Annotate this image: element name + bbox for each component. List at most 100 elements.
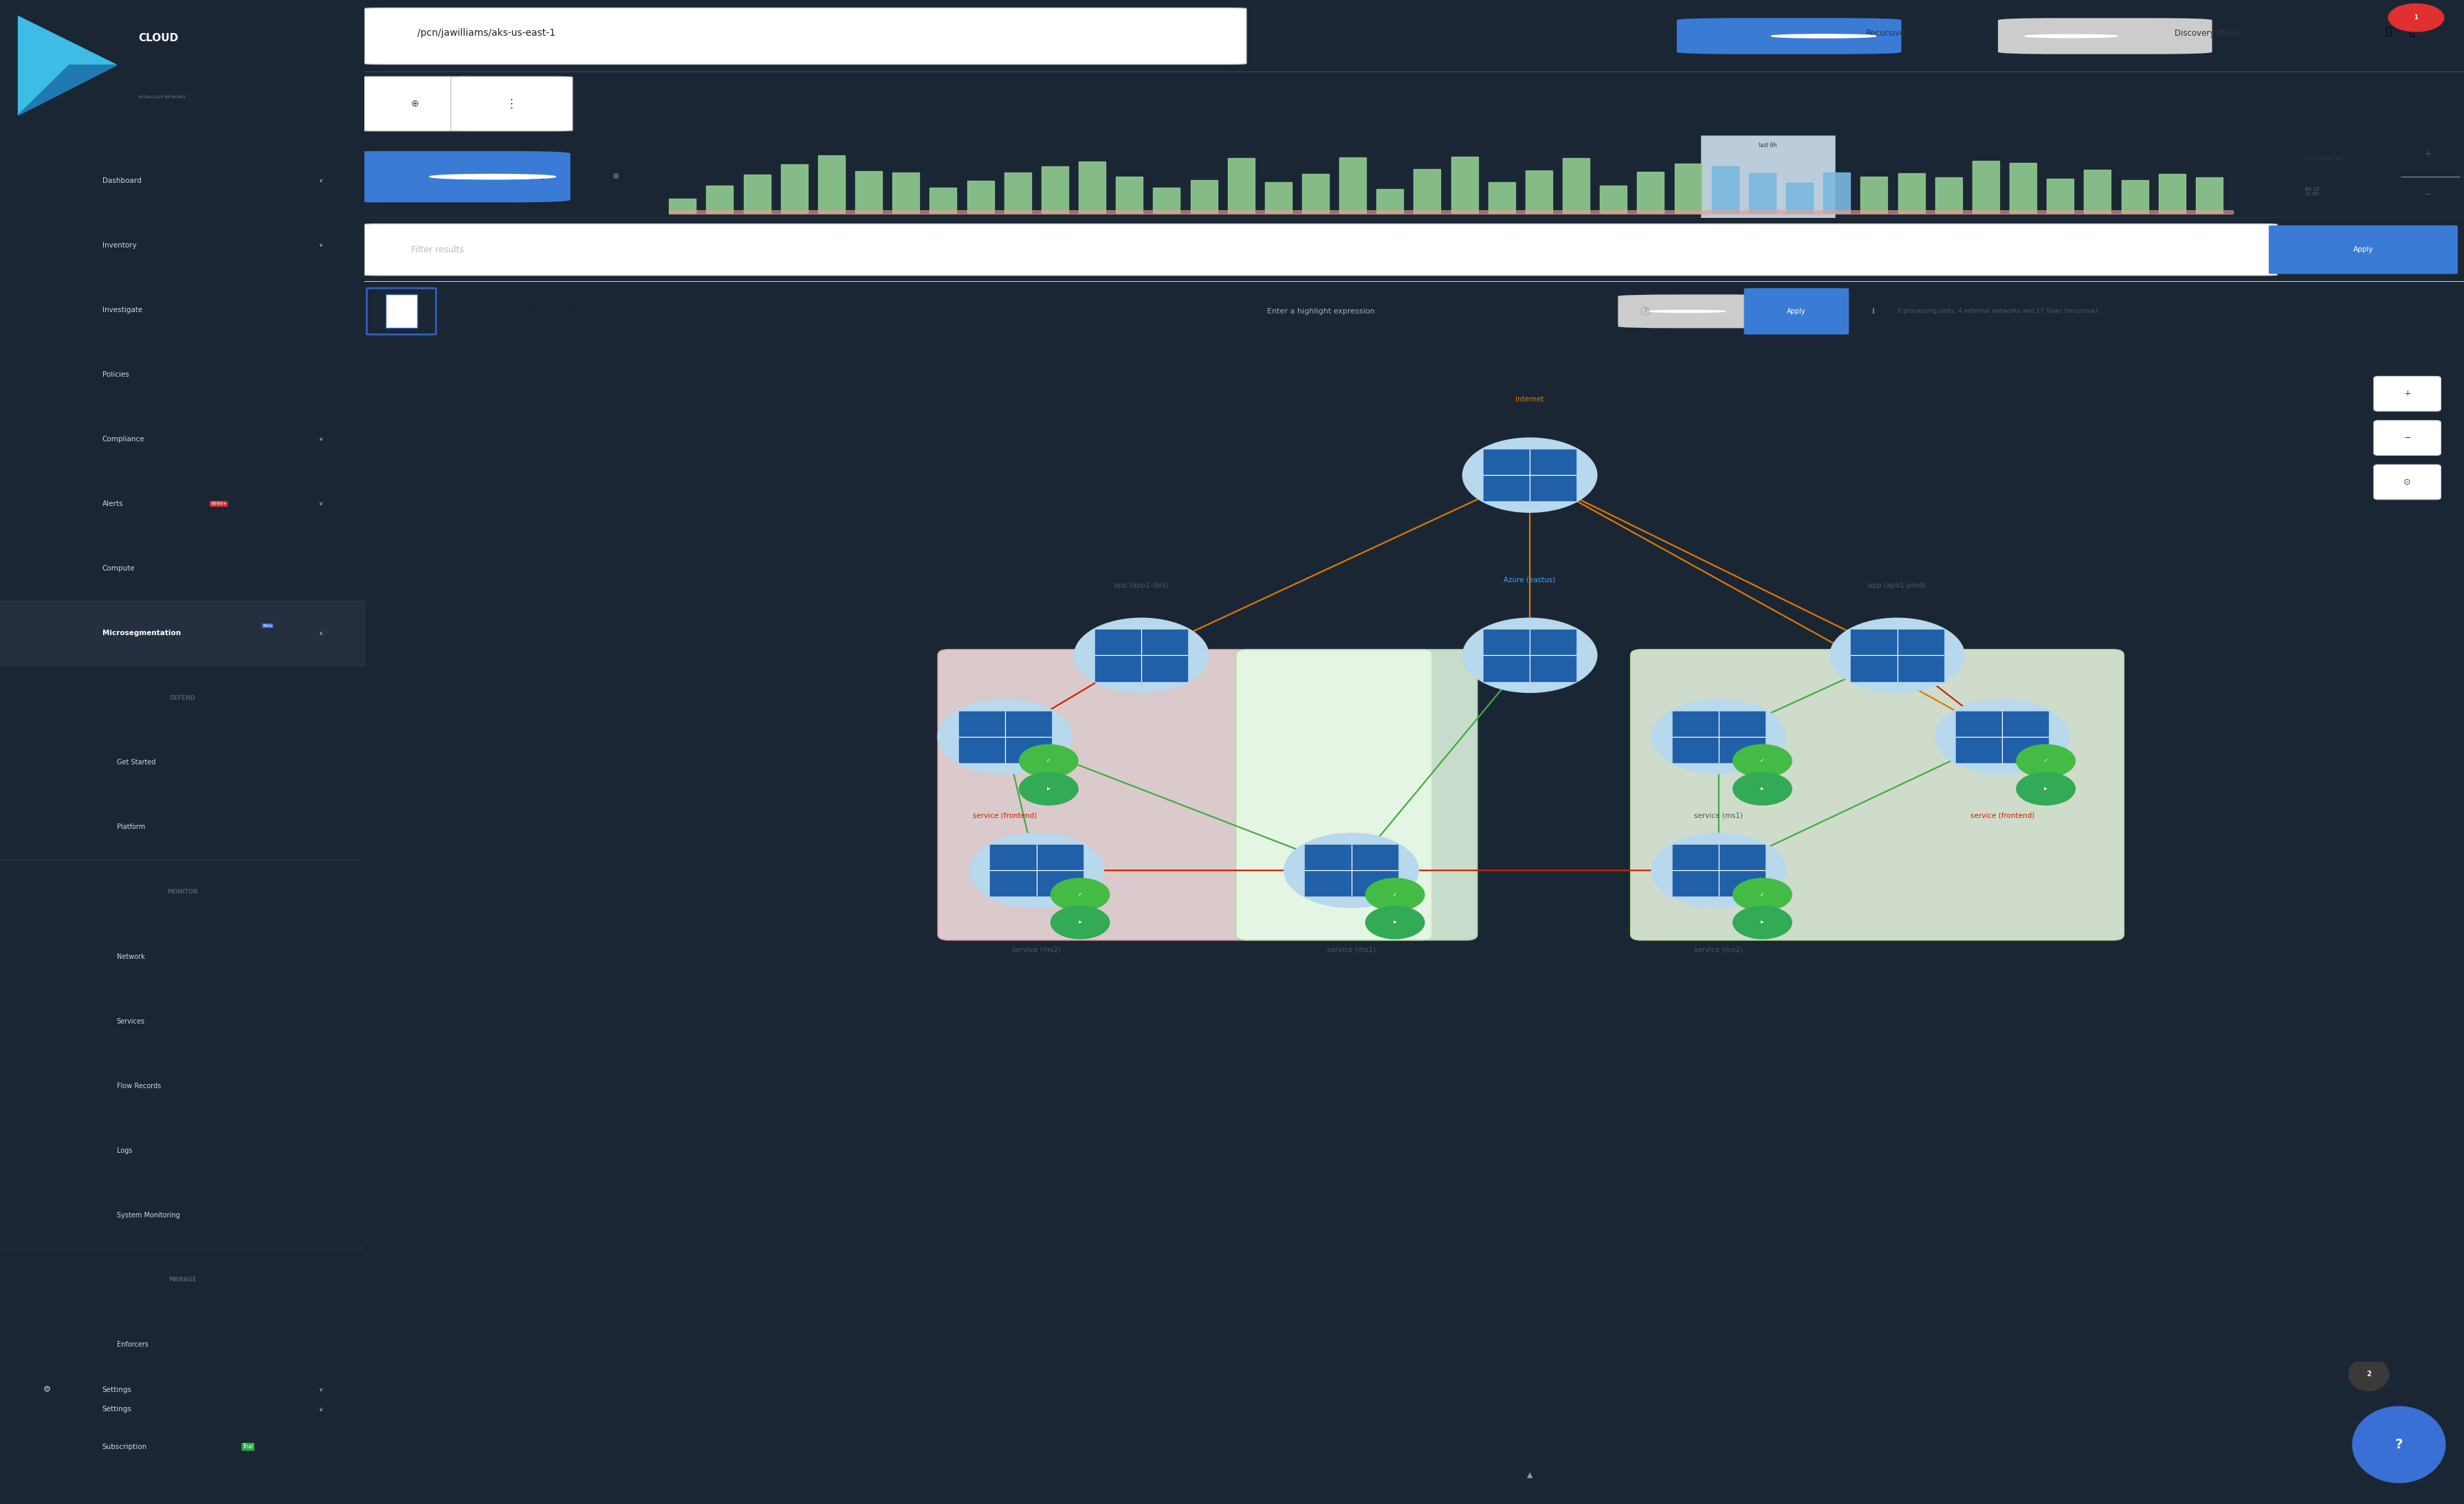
FancyBboxPatch shape — [323, 150, 569, 203]
Circle shape — [1732, 773, 1791, 805]
Bar — [2085, 170, 2112, 214]
Text: 🔔: 🔔 — [2385, 27, 2393, 36]
Bar — [1599, 185, 1626, 214]
Bar — [2048, 179, 2075, 214]
Bar — [387, 295, 416, 328]
Circle shape — [2025, 35, 2117, 38]
Text: Policies: Policies — [101, 371, 128, 378]
Circle shape — [1464, 438, 1597, 513]
Text: Network: Network — [116, 954, 145, 960]
Text: ▶: ▶ — [2045, 787, 2048, 791]
Circle shape — [1772, 35, 1875, 38]
Text: +: + — [2425, 149, 2432, 158]
FancyBboxPatch shape — [365, 8, 1247, 65]
FancyBboxPatch shape — [2269, 226, 2457, 274]
Bar — [1483, 450, 1577, 501]
Bar — [2195, 177, 2223, 214]
Circle shape — [1831, 618, 1964, 692]
Bar — [1116, 176, 1143, 214]
FancyBboxPatch shape — [1237, 650, 1478, 940]
Text: ∨: ∨ — [318, 501, 323, 507]
Text: 1: 1 — [2415, 15, 2417, 21]
Bar — [1190, 180, 1217, 214]
Text: ✓: ✓ — [1077, 892, 1082, 898]
FancyBboxPatch shape — [1998, 18, 2213, 54]
Circle shape — [429, 174, 557, 179]
Bar — [1673, 845, 1764, 896]
Bar — [1971, 161, 1998, 214]
Circle shape — [1732, 878, 1791, 911]
Text: Dashboard: Dashboard — [101, 177, 140, 183]
Text: DEFEND: DEFEND — [170, 695, 195, 701]
FancyBboxPatch shape — [451, 77, 572, 131]
Bar — [1636, 171, 1663, 214]
Text: Apply: Apply — [2353, 247, 2373, 253]
Bar — [1451, 156, 1478, 214]
FancyBboxPatch shape — [2373, 421, 2442, 456]
Text: Settings: Settings — [101, 1406, 131, 1412]
Bar — [781, 164, 808, 214]
Bar — [855, 171, 882, 214]
Circle shape — [2016, 744, 2075, 778]
Text: ▶: ▶ — [1047, 787, 1050, 791]
Bar — [1676, 164, 1700, 214]
Bar — [958, 711, 1052, 763]
Bar — [1306, 845, 1397, 896]
Text: ✓: ✓ — [1392, 892, 1397, 898]
Text: Subscription: Subscription — [101, 1444, 148, 1450]
Text: ▶: ▶ — [1762, 787, 1764, 791]
Text: ∨: ∨ — [318, 242, 323, 248]
Text: app (apo1-dev): app (apo1-dev) — [1114, 582, 1168, 590]
Bar — [1897, 173, 1924, 214]
Text: Microsegmentation: Microsegmentation — [101, 630, 180, 636]
Bar — [1264, 182, 1291, 214]
Text: Settings: Settings — [101, 1387, 131, 1393]
Circle shape — [1934, 699, 2070, 775]
Text: 9999+: 9999+ — [209, 502, 227, 505]
Text: Alerts: Alerts — [101, 501, 123, 507]
Text: Live: Live — [527, 173, 545, 180]
Text: service (frontend): service (frontend) — [973, 812, 1037, 820]
FancyBboxPatch shape — [365, 224, 2277, 275]
FancyBboxPatch shape — [1631, 650, 2124, 940]
Circle shape — [1651, 699, 1786, 775]
Bar — [818, 155, 845, 214]
Text: ✓: ✓ — [1759, 758, 1764, 764]
Bar — [1488, 182, 1515, 214]
Bar — [744, 174, 771, 214]
Text: Trial: Trial — [241, 1444, 254, 1450]
Bar — [670, 199, 695, 214]
Text: Inventory: Inventory — [101, 242, 136, 248]
Text: System Monitoring: System Monitoring — [116, 1212, 180, 1218]
Text: ▲: ▲ — [1528, 1471, 1533, 1478]
Circle shape — [1284, 833, 1419, 907]
Text: Recursive: Recursive — [1865, 29, 1905, 38]
FancyBboxPatch shape — [1619, 295, 1796, 328]
Circle shape — [1651, 833, 1786, 907]
Text: service (ms1): service (ms1) — [1695, 812, 1742, 820]
Text: MONITOR: MONITOR — [168, 889, 197, 895]
Bar — [929, 188, 956, 214]
FancyBboxPatch shape — [1676, 18, 1902, 54]
Circle shape — [1648, 310, 1725, 313]
Bar — [0, 600, 365, 665]
Text: service (ms2): service (ms2) — [1013, 946, 1062, 954]
FancyBboxPatch shape — [2373, 376, 2442, 411]
Bar — [670, 211, 2232, 214]
Text: internet: internet — [1515, 396, 1545, 403]
Text: −: − — [2425, 191, 2432, 200]
Text: ∨: ∨ — [318, 1387, 323, 1393]
Text: +: + — [2405, 390, 2410, 399]
Text: service (frontend): service (frontend) — [1971, 812, 2035, 820]
Bar — [2011, 162, 2035, 214]
Text: Compliance: Compliance — [101, 436, 145, 442]
Text: Beta: Beta — [264, 624, 274, 627]
Text: 19:00: 19:00 — [1185, 245, 1202, 251]
Text: 11:00: 11:00 — [2205, 245, 2220, 251]
Circle shape — [2353, 1406, 2444, 1483]
Bar — [1525, 171, 1552, 214]
Text: ⊕: ⊕ — [411, 99, 419, 108]
Bar — [1227, 158, 1254, 214]
Text: Jan 12: Jan 12 — [2203, 229, 2220, 235]
Text: 6 processing units, 4 external networks and 17 flows (recursive): 6 processing units, 4 external networks … — [1897, 308, 2097, 314]
